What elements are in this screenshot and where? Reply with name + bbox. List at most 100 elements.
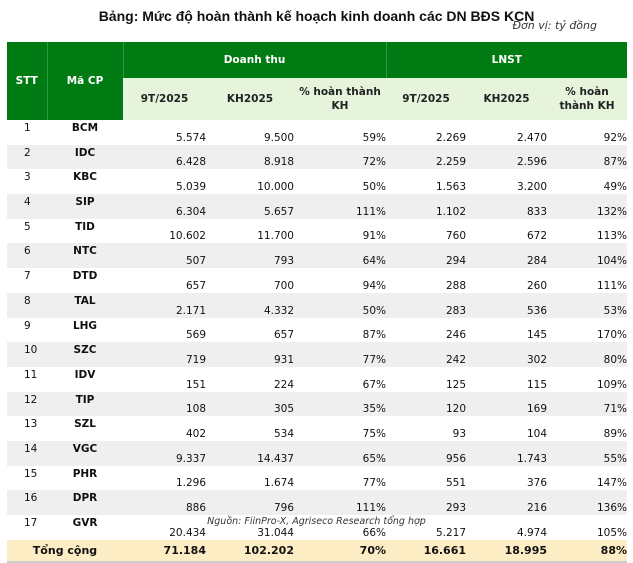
table-row: 15 PHR 1.296 1.674 77% 551 376 147% [7, 466, 627, 491]
cell-revenue-pct: 111% [294, 194, 387, 219]
cell-profit-plan: 2.470 [516, 131, 548, 144]
total-revenue-pct: 70% [294, 539, 387, 563]
cell-profit-actual: 2.269 [435, 131, 467, 144]
cell-revenue-plan: 5.657 [206, 194, 294, 219]
cell-code: DTD [72, 270, 98, 283]
cell-profit-pct: 89% [603, 427, 628, 440]
cell-profit-plan: 536 [466, 292, 548, 318]
table-title: Bảng: Mức độ hoàn thành kế hoạch kinh do… [98, 8, 535, 24]
total-revenue-plan: 102.202 [206, 539, 294, 563]
cell-profit-pct: 113% [596, 230, 628, 243]
cell-profit-pct: 49% [603, 181, 628, 194]
cell-code: IDC [47, 144, 123, 170]
cell-code: IDV [74, 368, 96, 381]
header-profit: LNST [385, 42, 628, 78]
table-row: 10 SZC 719 931 77% 242 302 80% [7, 342, 628, 367]
cell-code: KBC [73, 171, 97, 184]
cell-stt: 17 [24, 517, 38, 529]
cell-stt: 9 [24, 319, 31, 332]
cell-revenue-plan: 534 [273, 427, 294, 440]
cell-profit-actual: 288 [445, 279, 467, 292]
cell-stt: 7 [24, 270, 31, 283]
table-row: 5 TID 10.602 11.700 91% 760 672 113% [7, 219, 627, 244]
table-row: 4 SIP 6.304 5.657 111% 1.102 833 132% [7, 194, 628, 219]
cell-profit-actual: 551 [445, 477, 467, 490]
cell-code: TIP [47, 391, 123, 417]
cell-code: NTC [47, 243, 123, 269]
table-row: 7 DTD 657 700 94% 288 260 111% [7, 268, 627, 293]
cell-revenue-plan: 9.500 [263, 131, 294, 144]
cell-code: GVR [72, 517, 98, 529]
table-row: 8 TAL 2.171 4.332 50% 283 536 53% [7, 292, 628, 318]
cell-revenue-pct: 64% [294, 243, 387, 269]
cell-profit-pct: 132% [547, 194, 628, 219]
cell-profit-pct: 147% [596, 477, 628, 490]
cell-revenue-plan: 657 [273, 329, 294, 342]
total-label: Tổng cộng [7, 539, 123, 563]
cell-profit-plan: 104 [526, 427, 548, 440]
total-profit-pct: 88% [547, 539, 628, 563]
cell-revenue-actual: 6.304 [123, 194, 206, 219]
total-row: Tổng cộng 71.184 102.202 70% 16.661 18.995 88% [7, 539, 628, 563]
cell-revenue-plan: 305 [206, 391, 294, 417]
cell-profit-pct: 136% [547, 490, 628, 515]
cell-stt: 8 [7, 292, 47, 318]
cell-revenue-actual: 886 [123, 490, 206, 515]
cell-revenue-pct: 59% [362, 131, 387, 144]
cell-profit-plan: 3.200 [516, 181, 548, 194]
cell-revenue-plan: 10.000 [257, 181, 294, 194]
cell-profit-plan: 2.596 [466, 144, 548, 170]
cell-stt: 13 [24, 418, 38, 431]
header-revenue-pct: % hoàn thành KH [294, 78, 387, 120]
cell-revenue-pct: 50% [362, 181, 387, 194]
cell-revenue-pct: 50% [294, 292, 387, 318]
cell-revenue-actual: 569 [185, 329, 206, 342]
table-row: 1 BCM 5.574 9.500 59% 2.269 2.470 92% [7, 120, 627, 145]
cell-profit-actual: 93 [452, 427, 467, 440]
cell-stt: 14 [7, 440, 47, 466]
cell-revenue-pct: 77% [362, 477, 387, 490]
cell-profit-pct: 92% [603, 131, 628, 144]
cell-revenue-actual: 2.171 [123, 292, 206, 318]
cell-revenue-actual: 657 [185, 279, 206, 292]
table-row: 6 NTC 507 793 64% 294 284 104% [7, 243, 628, 269]
header-revenue: Doanh thu [122, 42, 387, 78]
cell-profit-plan: 1.743 [466, 440, 548, 466]
cell-profit-actual: 956 [386, 440, 467, 466]
cell-stt: 10 [7, 342, 47, 367]
cell-profit-plan: 169 [466, 391, 548, 417]
cell-profit-pct: 53% [547, 292, 628, 318]
cell-stt: 3 [24, 171, 31, 184]
cell-profit-actual: 760 [445, 230, 467, 243]
cell-stt: 11 [24, 368, 38, 381]
cell-profit-pct: 109% [596, 378, 628, 391]
cell-profit-plan: 302 [466, 342, 548, 367]
cell-revenue-pct: 65% [294, 440, 387, 466]
cell-code: SZL [74, 418, 96, 431]
cell-revenue-plan: 14.437 [206, 440, 294, 466]
table-row: 14 VGC 9.337 14.437 65% 956 1.743 55% [7, 440, 628, 466]
cell-stt: 6 [7, 243, 47, 269]
cell-profit-plan: 284 [466, 243, 548, 269]
cell-code: PHR [72, 467, 98, 480]
cell-stt: 1 [24, 122, 31, 134]
cell-revenue-pct: 35% [294, 391, 387, 417]
cell-profit-plan: 376 [526, 477, 548, 490]
cell-revenue-actual: 5.039 [175, 181, 206, 194]
header-revenue-plan: KH2025 [206, 78, 294, 120]
cell-revenue-actual: 5.574 [175, 131, 206, 144]
cell-profit-pct: 111% [596, 279, 628, 292]
cell-profit-plan: 672 [526, 230, 548, 243]
table-row: 9 LHG 569 657 87% 246 145 170% [7, 318, 627, 343]
cell-revenue-pct: 111% [294, 490, 387, 515]
cell-code: BCM [71, 122, 99, 134]
cell-profit-actual: 120 [386, 391, 467, 417]
cell-stt: 4 [7, 194, 47, 219]
cell-profit-plan: 115 [526, 378, 548, 391]
total-profit-plan: 18.995 [466, 539, 548, 563]
unit-label: Đơn vị: tỷ đồng [512, 19, 597, 32]
cell-revenue-actual: 1.296 [175, 477, 206, 490]
table-row: 3 KBC 5.039 10.000 50% 1.563 3.200 49% [7, 169, 627, 194]
cell-revenue-pct: 91% [362, 230, 387, 243]
cell-profit-pct: 104% [547, 243, 628, 269]
